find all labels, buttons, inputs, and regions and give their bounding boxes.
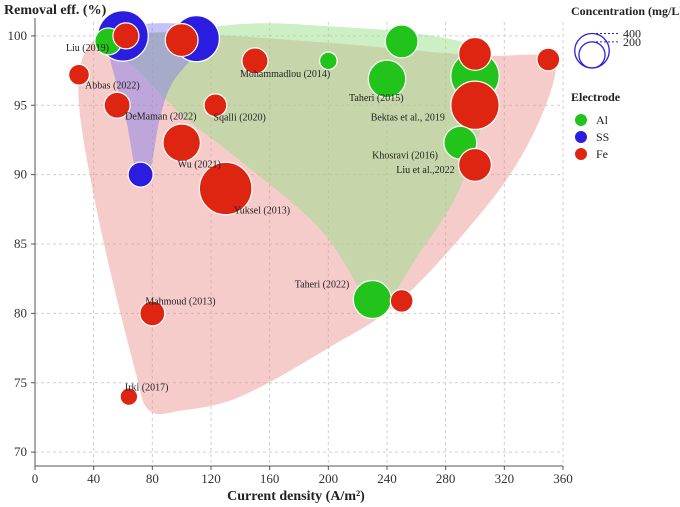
point-label: Sqalli (2020): [213, 112, 266, 123]
bubble-fe: [450, 80, 500, 131]
point-label: Bektas et al., 2019: [371, 112, 445, 123]
x-tick-label: 280: [436, 471, 456, 486]
concentration-value: 400: [623, 27, 641, 41]
bubble-fe: [241, 47, 269, 75]
point-label: Taheri (2015): [349, 93, 404, 104]
bubble-fe: [139, 300, 166, 327]
point-label: Irki (2017): [125, 383, 169, 394]
bubble-fe: [458, 147, 492, 182]
bubble-al: [367, 59, 407, 99]
point-labels: Taheri (2015) Khosravi (2016) Taheri (2022…: [66, 43, 455, 394]
legend-electrode-title: Electrode: [571, 90, 621, 104]
point-label: Abbas (2022): [85, 81, 140, 92]
y-tick-label: 90: [14, 167, 27, 182]
bubble-al: [384, 24, 419, 59]
bubble-fe: [164, 23, 199, 58]
y-tick-label: 100: [8, 28, 28, 43]
y-axis-title: Removal eff. (%): [4, 3, 107, 18]
bubble-fe: [203, 93, 228, 118]
x-tick-label: 120: [201, 471, 221, 486]
y-tick-label: 80: [14, 305, 27, 320]
bubble-fe: [68, 63, 90, 86]
bubble-ss: [127, 161, 154, 188]
y-tick-label: 85: [14, 236, 27, 251]
concentration-value: 200: [623, 35, 641, 49]
y-tick-label: 95: [14, 97, 27, 112]
bubble-fe: [112, 22, 140, 50]
point-label: Yuksel (2013): [234, 206, 290, 217]
bubble-fe: [389, 288, 414, 313]
axes: 0 40 80 120 160 200 240 280 320 360 70 75 80 85 90 95 10…: [8, 18, 573, 486]
x-tick-label: 160: [260, 471, 280, 486]
bubble-fe: [103, 91, 131, 119]
region-ss: [107, 23, 205, 188]
legend-marker-al: [574, 113, 588, 127]
point-label: Liu et al.,2022: [396, 165, 454, 176]
x-tick-label: 80: [146, 471, 159, 486]
electrode-legend: Al SS Fe: [574, 113, 609, 161]
x-tick-label: 0: [32, 471, 39, 486]
point-label: DeMaman (2022): [125, 111, 196, 122]
x-tick-label: 320: [495, 471, 515, 486]
data-bubbles: [68, 10, 561, 406]
bubble-fe: [119, 387, 139, 406]
x-tick-label: 240: [377, 471, 397, 486]
legend-label-al: Al: [596, 113, 609, 127]
legend-marker-ss: [574, 130, 588, 144]
legend-label-ss: SS: [596, 130, 609, 144]
point-label: Khosravi (2016): [372, 151, 438, 162]
legend-marker-fe: [574, 147, 588, 161]
point-label: Taheri (2022): [295, 280, 350, 291]
bubble-al: [352, 279, 392, 320]
legend-concentration-title: Concentration (mg/L): [571, 4, 680, 18]
point-label: Wu (2021): [178, 160, 221, 171]
bubble-fe: [198, 161, 253, 216]
concentration-circle: [578, 41, 606, 69]
x-tick-label: 360: [553, 471, 573, 486]
legend-label-fe: Fe: [596, 147, 608, 161]
x-tick-label: 200: [319, 471, 339, 486]
point-label: Liu (2019): [66, 43, 109, 54]
bubble-al: [318, 51, 338, 71]
bubble-fe: [458, 36, 492, 71]
bubble-fe: [536, 47, 561, 72]
y-tick-label: 75: [14, 375, 27, 390]
x-axis-title: Current density (A/m²): [227, 489, 365, 504]
point-label: Mohammadlou (2014): [240, 69, 330, 80]
bubble-fe: [162, 123, 201, 163]
y-tick-label: 70: [14, 444, 27, 459]
point-label: Mahmoud (2013): [145, 296, 215, 307]
x-tick-label: 40: [87, 471, 100, 486]
